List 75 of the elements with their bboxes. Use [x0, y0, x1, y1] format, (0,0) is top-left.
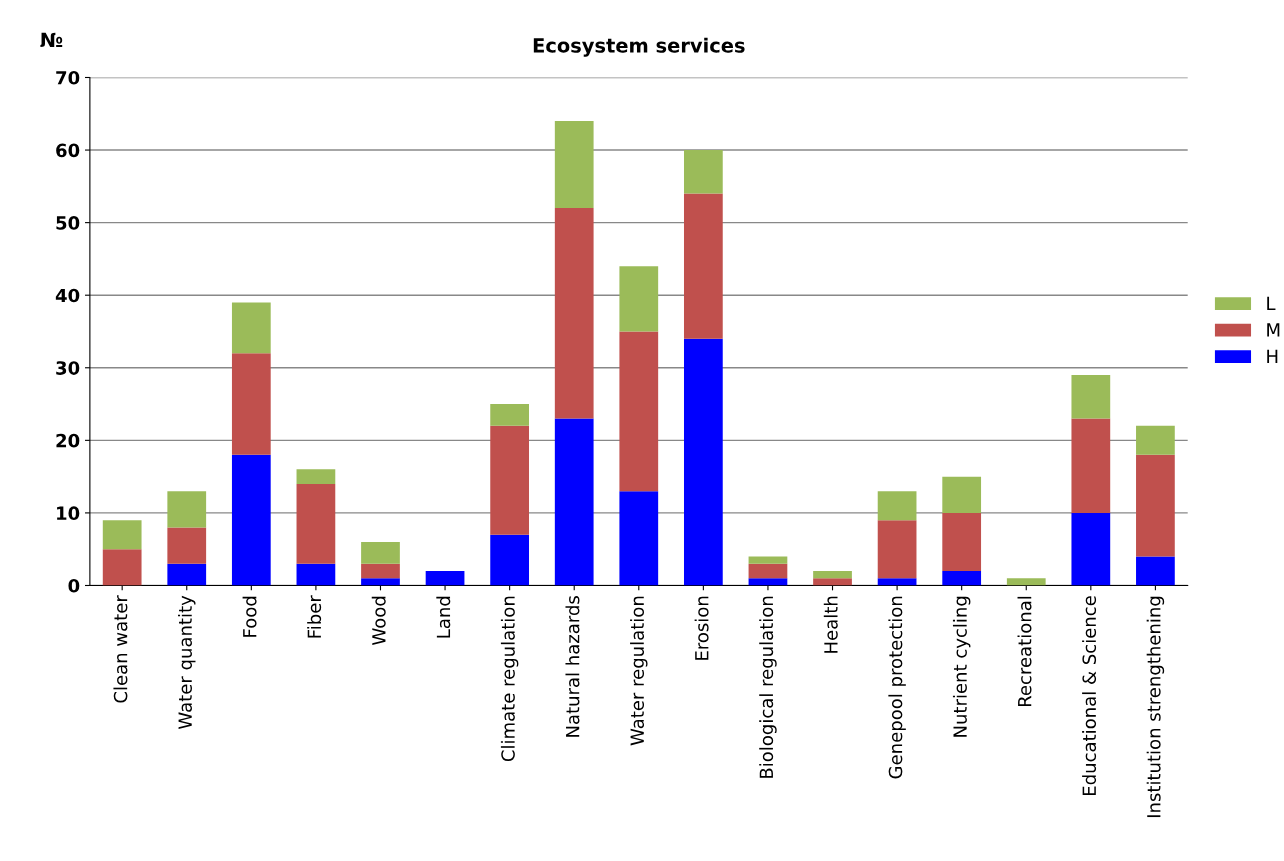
bar	[748, 578, 788, 586]
bar	[1136, 425, 1175, 455]
y-tick-label: 60	[56, 143, 80, 158]
x-tick-label: Clean water	[113, 595, 128, 703]
y-tick-label: 50	[56, 216, 80, 230]
bar	[231, 302, 271, 354]
bar	[102, 520, 142, 550]
x-tick-label: Food	[242, 596, 257, 637]
y-tick-label: 40	[55, 288, 80, 303]
bar	[296, 563, 336, 586]
legend-label: L	[1267, 296, 1276, 310]
y-axis-title: №	[40, 32, 63, 48]
y-tick-label: 10	[57, 506, 80, 521]
bar	[361, 541, 400, 564]
bar	[877, 578, 917, 586]
x-tick-label: Educational & Science	[1082, 596, 1097, 795]
bar	[425, 570, 465, 586]
x-tick-label: Genepool protection	[888, 596, 906, 779]
bar	[167, 527, 207, 564]
bar	[490, 404, 530, 426]
x-tick-label: Land	[436, 596, 451, 638]
bar	[813, 570, 852, 579]
bar	[1006, 578, 1046, 586]
bar	[748, 563, 788, 579]
bar	[619, 491, 659, 586]
bar	[1071, 512, 1111, 586]
chart-title: Ecosystem services	[533, 37, 745, 57]
bar	[619, 331, 659, 492]
x-tick-label: Natural hazards	[565, 596, 580, 737]
bar	[619, 266, 659, 332]
bar	[554, 121, 594, 209]
bar	[490, 534, 530, 586]
y-tick-label: 30	[56, 361, 80, 375]
bar	[554, 208, 594, 419]
bar	[877, 491, 917, 521]
bar	[942, 570, 982, 586]
x-tick-label: Wood	[371, 596, 386, 645]
bar	[231, 353, 271, 455]
bar	[1136, 556, 1175, 586]
x-tick-label: Health	[823, 596, 838, 653]
bar	[748, 556, 788, 564]
bar	[102, 549, 142, 586]
x-tick-label: Water quantity	[178, 595, 196, 729]
y-tick-label: 0	[68, 578, 80, 593]
legend-label: M	[1267, 323, 1280, 337]
x-tick-label: Climate regulation	[500, 596, 519, 762]
bar	[296, 469, 336, 484]
x-tick-label: Erosion	[694, 596, 709, 660]
bar	[167, 563, 207, 586]
bar	[877, 520, 917, 579]
y-tick-label: 20	[56, 433, 80, 448]
bar	[942, 476, 982, 513]
x-tick-label: Fiber	[307, 595, 322, 638]
bar	[683, 150, 723, 194]
bar	[361, 578, 400, 586]
bar	[167, 491, 207, 528]
bar	[231, 454, 271, 586]
y-tick-label: 70	[56, 70, 80, 85]
x-tick-label: Recreational	[1017, 596, 1032, 707]
x-tick-label: Water regulation	[630, 596, 648, 746]
bar	[361, 563, 400, 579]
bar	[554, 418, 594, 586]
x-tick-label: Biological regulation	[759, 596, 777, 778]
bar	[296, 483, 336, 564]
bar	[942, 512, 982, 571]
x-tick-label: Nutrient cycling	[952, 596, 971, 737]
x-tick-label: Institution strengthening	[1146, 596, 1165, 818]
bar	[683, 193, 723, 339]
bar	[1136, 454, 1175, 557]
bar	[813, 578, 852, 586]
bar	[1071, 418, 1111, 513]
bar	[1071, 375, 1111, 419]
bar	[490, 425, 530, 535]
bar	[683, 338, 723, 586]
legend-label: H	[1267, 349, 1278, 363]
